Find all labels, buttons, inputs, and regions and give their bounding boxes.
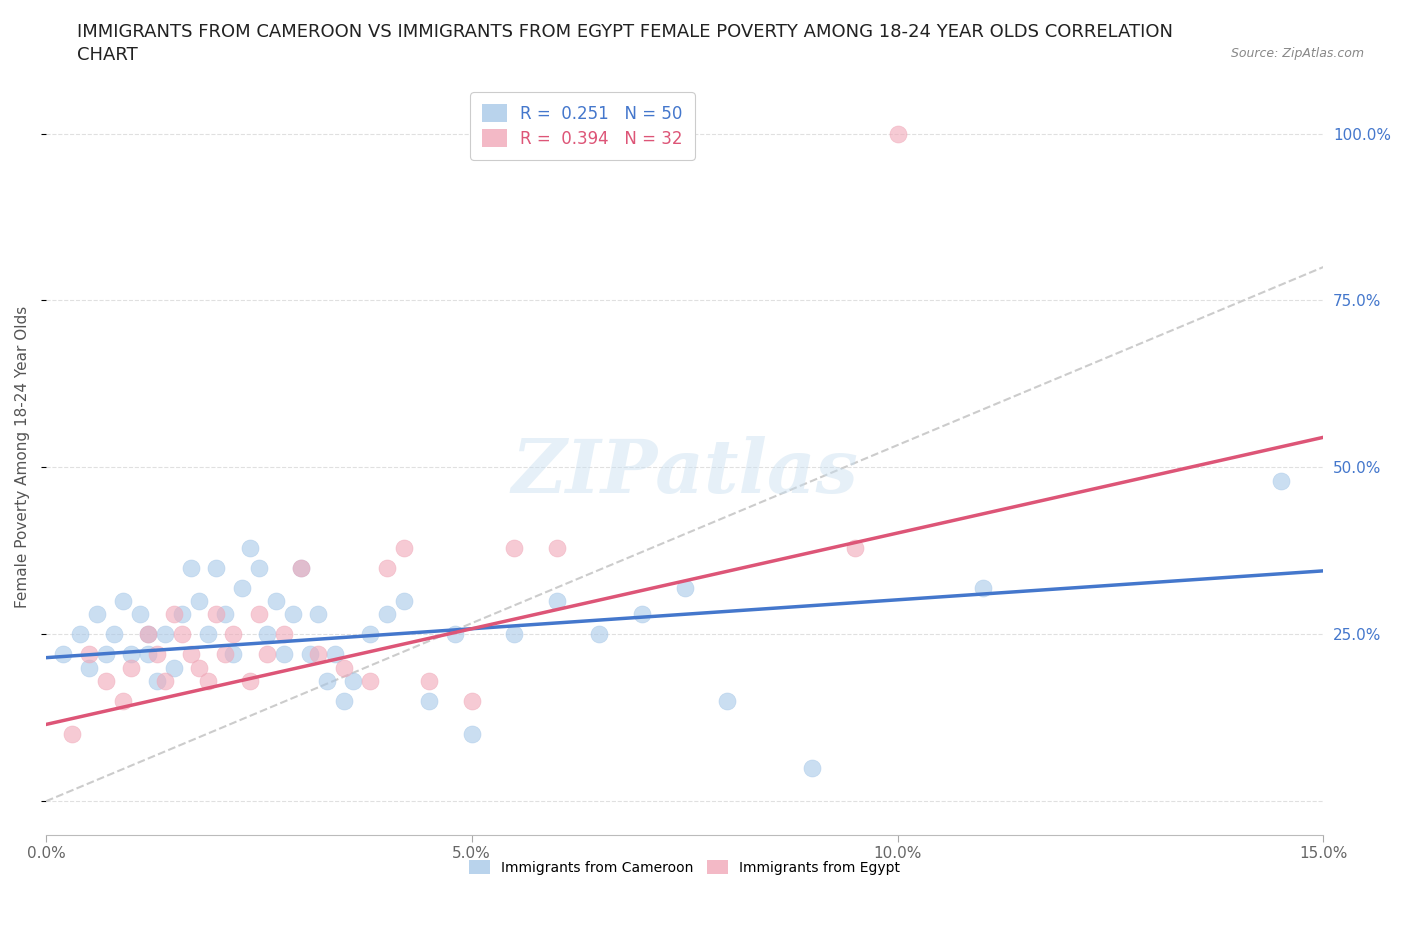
Point xyxy=(153,673,176,688)
Point xyxy=(60,727,83,742)
Point xyxy=(281,607,304,622)
Point xyxy=(172,607,194,622)
Point xyxy=(136,627,159,642)
Point xyxy=(128,607,150,622)
Point xyxy=(256,627,278,642)
Point xyxy=(120,647,142,662)
Point xyxy=(342,673,364,688)
Point xyxy=(359,627,381,642)
Point xyxy=(443,627,465,642)
Point xyxy=(631,607,654,622)
Point xyxy=(77,647,100,662)
Point xyxy=(375,607,398,622)
Text: Source: ZipAtlas.com: Source: ZipAtlas.com xyxy=(1230,46,1364,60)
Point xyxy=(136,627,159,642)
Point xyxy=(111,593,134,608)
Point xyxy=(153,627,176,642)
Point xyxy=(333,694,356,709)
Text: CHART: CHART xyxy=(77,46,138,64)
Point xyxy=(197,673,219,688)
Point xyxy=(418,673,440,688)
Legend: Immigrants from Cameroon, Immigrants from Egypt: Immigrants from Cameroon, Immigrants fro… xyxy=(464,855,905,881)
Point xyxy=(325,647,347,662)
Point xyxy=(103,627,125,642)
Point xyxy=(94,673,117,688)
Point xyxy=(163,607,186,622)
Point xyxy=(214,607,236,622)
Point xyxy=(972,580,994,595)
Point xyxy=(52,647,75,662)
Point xyxy=(256,647,278,662)
Point xyxy=(375,560,398,575)
Point xyxy=(673,580,696,595)
Point xyxy=(273,647,295,662)
Point xyxy=(503,627,526,642)
Point xyxy=(503,540,526,555)
Point xyxy=(94,647,117,662)
Point xyxy=(120,660,142,675)
Point xyxy=(264,593,287,608)
Point xyxy=(298,647,321,662)
Point xyxy=(461,727,484,742)
Point xyxy=(588,627,610,642)
Point xyxy=(205,560,228,575)
Point xyxy=(316,673,339,688)
Point xyxy=(392,540,415,555)
Point xyxy=(886,126,908,141)
Point xyxy=(231,580,253,595)
Point xyxy=(205,607,228,622)
Point xyxy=(239,673,262,688)
Text: IMMIGRANTS FROM CAMEROON VS IMMIGRANTS FROM EGYPT FEMALE POVERTY AMONG 18-24 YEA: IMMIGRANTS FROM CAMEROON VS IMMIGRANTS F… xyxy=(77,23,1174,41)
Point xyxy=(172,627,194,642)
Point xyxy=(188,593,211,608)
Point xyxy=(273,627,295,642)
Point xyxy=(333,660,356,675)
Point xyxy=(290,560,312,575)
Point xyxy=(546,593,568,608)
Point xyxy=(188,660,211,675)
Point xyxy=(801,761,824,776)
Point xyxy=(239,540,262,555)
Y-axis label: Female Poverty Among 18-24 Year Olds: Female Poverty Among 18-24 Year Olds xyxy=(15,306,30,608)
Point xyxy=(418,694,440,709)
Point xyxy=(1270,473,1292,488)
Point xyxy=(716,694,738,709)
Point xyxy=(145,647,167,662)
Point xyxy=(308,607,330,622)
Point xyxy=(111,694,134,709)
Point xyxy=(163,660,186,675)
Text: ZIPatlas: ZIPatlas xyxy=(512,436,858,509)
Point xyxy=(247,560,270,575)
Point xyxy=(546,540,568,555)
Point xyxy=(844,540,866,555)
Point xyxy=(197,627,219,642)
Point xyxy=(214,647,236,662)
Point xyxy=(247,607,270,622)
Point xyxy=(77,660,100,675)
Point xyxy=(136,647,159,662)
Point xyxy=(290,560,312,575)
Point xyxy=(222,627,245,642)
Point xyxy=(222,647,245,662)
Point xyxy=(145,673,167,688)
Point xyxy=(359,673,381,688)
Point xyxy=(180,647,202,662)
Point xyxy=(69,627,91,642)
Point xyxy=(308,647,330,662)
Point xyxy=(461,694,484,709)
Point xyxy=(180,560,202,575)
Point xyxy=(86,607,108,622)
Point xyxy=(392,593,415,608)
